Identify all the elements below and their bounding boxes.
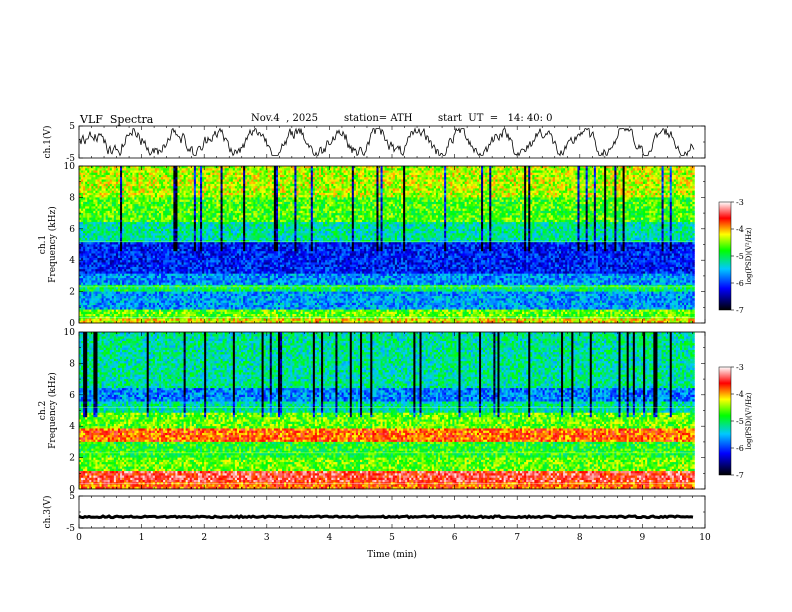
y-tick-label: 4 <box>69 256 75 266</box>
y-tick-label: -5 <box>66 524 75 534</box>
y-tick-label: 10 <box>64 162 76 172</box>
y-tick-label: 8 <box>69 193 75 203</box>
x-tick-label: 10 <box>699 533 711 543</box>
ch2-spectrogram-ylabel: Frequency (kHz) <box>47 372 58 449</box>
y-tick-label: 6 <box>69 391 75 401</box>
colorbar-tick-label: -6 <box>736 444 744 453</box>
x-tick-label: 8 <box>577 533 583 543</box>
y-tick-label: 10 <box>64 328 76 338</box>
colorbar-tick-label: -3 <box>736 363 744 372</box>
y-tick-label: 4 <box>69 422 75 432</box>
x-tick-label: 2 <box>201 533 207 543</box>
ch1-waveform-ylabel: ch.1(V) <box>42 126 53 159</box>
x-tick-label: 7 <box>514 533 520 543</box>
colorbar-tick-label: -4 <box>736 225 744 234</box>
ch2-colorbar <box>719 367 731 475</box>
colorbar-tick-label: -6 <box>736 279 744 288</box>
colorbar-tick-label: -5 <box>736 252 744 261</box>
ch1-spectrogram-ylabel: Frequency (kHz) <box>47 206 58 283</box>
x-tick-label: 0 <box>76 533 82 543</box>
ch3-waveform-ylabel: ch.3(V) <box>42 496 53 529</box>
x-tick-label: 4 <box>327 533 333 543</box>
colorbar-tick-label: -7 <box>736 471 744 480</box>
ch2-spectrogram-ylabel: ch.2 <box>38 401 48 420</box>
colorbar-tick-label: -3 <box>736 198 744 207</box>
colorbar-tick-label: -5 <box>736 417 744 426</box>
ch1-waveform-frame <box>79 126 705 158</box>
colorbar-label: log(PSD)(V²/Hz) <box>745 227 753 284</box>
ch1-colorbar <box>719 202 731 310</box>
y-tick-label: 2 <box>69 288 75 298</box>
y-tick-label: 2 <box>69 454 75 464</box>
y-tick-label: 5 <box>69 492 75 502</box>
y-tick-label: 8 <box>69 359 75 369</box>
vlf-figure: 0 1 2 3 4 5 6 7 8 9 105-5024681002468105-5ch.1(V)c… <box>0 0 792 612</box>
colorbar-tick-label: -7 <box>736 306 744 315</box>
y-tick-label: 6 <box>69 225 75 235</box>
x-tick-label: 5 <box>389 533 395 543</box>
ch1-spectrogram-image <box>79 166 695 323</box>
colorbar-label: log(PSD)(V²/Hz) <box>745 392 753 449</box>
ch1-spectrogram-ylabel: ch.1 <box>38 235 48 254</box>
ch3-waveform-line <box>79 516 693 518</box>
x-tick-label: 9 <box>640 533 646 543</box>
x-axis-label: Time (min) <box>367 549 417 560</box>
x-tick-label: 6 <box>452 533 458 543</box>
x-tick-label: 3 <box>264 533 270 543</box>
colorbar-tick-label: -4 <box>736 390 744 399</box>
ch3-waveform-frame <box>79 496 705 528</box>
y-tick-label: 5 <box>69 122 75 132</box>
x-tick-label: 1 <box>139 533 145 543</box>
ch2-spectrogram-image <box>79 332 695 489</box>
ch1-waveform-line <box>79 129 694 156</box>
